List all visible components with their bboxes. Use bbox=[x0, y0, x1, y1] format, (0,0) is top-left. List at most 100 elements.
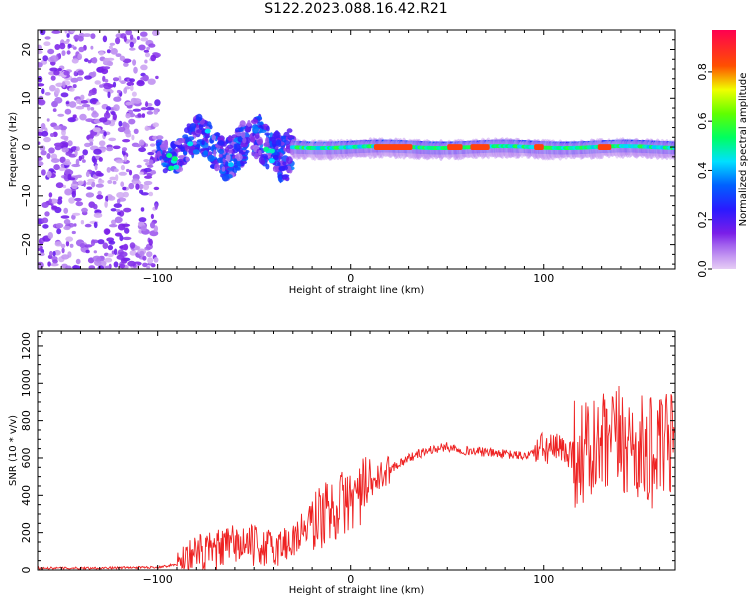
heatmap-cell bbox=[66, 50, 71, 55]
heatmap-cell bbox=[61, 147, 69, 153]
heatmap-cell bbox=[82, 159, 86, 163]
heatmap-cell bbox=[87, 178, 95, 183]
heatmap-cell bbox=[113, 248, 118, 256]
heatmap-cell bbox=[217, 157, 224, 164]
heatmap-cell bbox=[214, 163, 220, 172]
heatmap-cell bbox=[92, 110, 97, 115]
heatmap-cell bbox=[225, 161, 229, 167]
heatmap-cell bbox=[150, 221, 155, 229]
heatmap-cell bbox=[122, 58, 132, 64]
heatmap-cell bbox=[150, 54, 157, 62]
heatmap-cell bbox=[144, 127, 151, 131]
heatmap-cell bbox=[129, 41, 134, 48]
heatmap-cell bbox=[132, 59, 137, 66]
heatmap-cell bbox=[447, 144, 463, 150]
heatmap-cell bbox=[238, 127, 243, 132]
heatmap-cell bbox=[51, 30, 61, 34]
heatmap-cell bbox=[233, 158, 238, 165]
heatmap-cell bbox=[75, 105, 85, 110]
heatmap-cell bbox=[129, 34, 134, 40]
heatmap-cell bbox=[120, 80, 126, 84]
heatmap-cell bbox=[145, 101, 149, 108]
heatmap-cell bbox=[98, 140, 106, 147]
heatmap-cell bbox=[77, 70, 84, 76]
y-tick-label: 10 bbox=[20, 91, 33, 105]
heatmap-cell bbox=[133, 128, 139, 134]
heatmap-cell bbox=[60, 215, 70, 219]
heatmap-cell bbox=[161, 152, 165, 160]
heatmap-cell bbox=[72, 84, 77, 89]
heatmap-cell bbox=[195, 129, 203, 134]
heatmap-cell bbox=[125, 113, 131, 119]
heatmap-cell bbox=[130, 85, 134, 92]
heatmap-cell bbox=[95, 170, 102, 177]
heatmap-cell bbox=[127, 260, 136, 267]
heatmap-cell bbox=[155, 75, 159, 80]
heatmap-cell bbox=[92, 127, 101, 133]
heatmap-cell bbox=[214, 132, 221, 137]
heatmap-cell bbox=[68, 101, 77, 108]
heatmap-cell bbox=[123, 129, 131, 135]
heatmap-cell bbox=[258, 149, 262, 156]
heatmap-cell bbox=[139, 250, 145, 257]
heatmap-cell bbox=[49, 55, 59, 63]
heatmap-cell bbox=[90, 107, 95, 111]
heatmap-cell bbox=[113, 96, 122, 102]
heatmap-cell bbox=[140, 31, 148, 37]
heatmap-cell bbox=[93, 212, 103, 218]
heatmap-cell bbox=[174, 148, 181, 153]
colorbar-tick-label: 0.0 bbox=[696, 260, 709, 278]
spectrogram-axes-frame bbox=[37, 29, 676, 270]
y-tick-label: 600 bbox=[20, 447, 33, 468]
heatmap-cell bbox=[110, 208, 117, 212]
heatmap-cell bbox=[64, 108, 72, 115]
heatmap-cell bbox=[71, 163, 81, 168]
heatmap-cell bbox=[71, 58, 79, 64]
heatmap-cell bbox=[93, 148, 102, 155]
heatmap-cell bbox=[49, 67, 58, 72]
heatmap-cell bbox=[110, 48, 118, 55]
heatmap-cell bbox=[94, 164, 98, 171]
colorbar-tick-label: 0.4 bbox=[696, 162, 709, 180]
heatmap-cell bbox=[217, 140, 225, 146]
heatmap-cell bbox=[105, 265, 111, 269]
heatmap-cell bbox=[107, 91, 111, 99]
heatmap-cell bbox=[211, 134, 216, 141]
heatmap-cell bbox=[123, 155, 128, 162]
heatmap-cell bbox=[54, 87, 60, 95]
heatmap-cell bbox=[65, 240, 70, 247]
heatmap-cell bbox=[138, 139, 145, 146]
heatmap-cell bbox=[250, 136, 256, 143]
heatmap-cell bbox=[213, 149, 217, 158]
heatmap-cell bbox=[85, 249, 90, 254]
heatmap-cell bbox=[76, 200, 80, 206]
heatmap-cell bbox=[93, 221, 98, 229]
heatmap-cell bbox=[86, 186, 93, 190]
heatmap-cell bbox=[148, 43, 156, 48]
heatmap-cell bbox=[77, 53, 83, 60]
heatmap-cell bbox=[280, 153, 284, 157]
y-tick-label: 1200 bbox=[20, 332, 33, 360]
heatmap-cell bbox=[147, 164, 154, 168]
heatmap-cell bbox=[150, 170, 156, 175]
heatmap-cell bbox=[50, 158, 60, 164]
heatmap-cell bbox=[52, 250, 56, 257]
y-tick-label: 20 bbox=[20, 43, 33, 57]
heatmap-cell bbox=[115, 53, 122, 57]
heatmap-cell bbox=[63, 225, 71, 231]
heatmap-cell bbox=[265, 163, 270, 170]
heatmap-cell bbox=[171, 156, 178, 162]
heatmap-cell bbox=[113, 104, 120, 112]
heatmap-cell bbox=[161, 162, 168, 166]
heatmap-cell bbox=[38, 83, 45, 87]
heatmap-cell bbox=[71, 190, 77, 198]
heatmap-cell bbox=[123, 243, 129, 251]
heatmap-cell bbox=[142, 255, 147, 261]
colorbar-label: Normalized spectral amplitude bbox=[738, 73, 749, 227]
heatmap-cell bbox=[41, 202, 49, 208]
heatmap-cell bbox=[117, 211, 121, 216]
heatmap-cell bbox=[38, 161, 44, 167]
heatmap-cell bbox=[61, 254, 70, 260]
heatmap-cell bbox=[201, 140, 205, 146]
heatmap-cell bbox=[143, 159, 150, 163]
